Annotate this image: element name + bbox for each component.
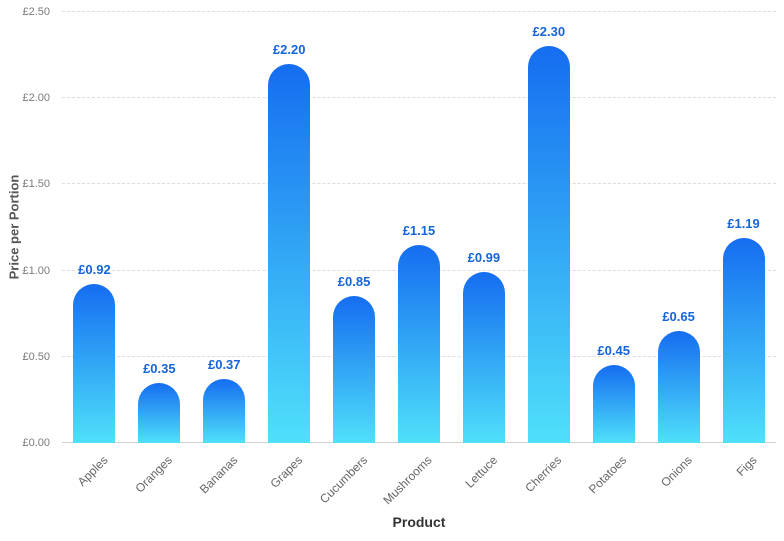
x-label-slot: Cherries <box>516 443 581 509</box>
x-tick-label: Grapes <box>267 453 306 491</box>
bar-value-label: £2.20 <box>272 41 306 57</box>
x-label-slot: Cucumbers <box>317 443 387 509</box>
x-tick-label: Onions <box>657 453 695 490</box>
bar-value-label: £0.92 <box>78 262 111 278</box>
bar-mushrooms[interactable] <box>397 244 440 443</box>
y-tick-label: £2.50 <box>22 6 50 18</box>
bar-value-label: £0.45 <box>597 343 630 359</box>
bar-value-label: £2.30 <box>532 24 566 40</box>
x-tick-label: Bananas <box>196 453 241 497</box>
bar-slot: £0.99 <box>451 12 516 443</box>
bar-slot: £0.85 <box>322 12 387 443</box>
y-axis-ticks: £0.00 £0.50 £1.00 £1.50 £2.00 £2.50 <box>0 6 56 449</box>
bar-potatoes[interactable] <box>592 365 635 443</box>
bar-slot: £1.19 <box>711 12 776 443</box>
bar-slot: £0.35 <box>127 12 192 443</box>
bar-slot: £0.92 <box>62 12 127 443</box>
bars: £0.92 £0.35 £0.37 £2.20 £0.85 £1.15 £0.99 £2.30… <box>62 12 776 443</box>
bar-value-label: £1.19 <box>727 215 760 231</box>
y-tick-label: £2.00 <box>22 92 50 105</box>
bar-value-label: £0.99 <box>467 250 501 266</box>
x-axis-labels: Apples Oranges Bananas Grapes Cucumbers Mushr… <box>62 443 776 509</box>
x-tick-label: Cucumbers <box>316 453 370 507</box>
x-axis-title: Product <box>392 514 446 530</box>
bar-slot: £2.30 <box>516 12 581 443</box>
bar-slot: £1.15 <box>387 12 452 443</box>
x-label-slot: Onions <box>646 443 711 509</box>
bar-value-label: £0.37 <box>207 357 241 373</box>
x-tick-label: Apples <box>74 453 111 489</box>
y-tick-label: £0.50 <box>22 350 50 363</box>
x-label-slot: Figs <box>711 443 776 509</box>
bar-figs[interactable] <box>722 237 765 443</box>
bar-cucumbers[interactable] <box>333 296 376 443</box>
bar-bananas[interactable] <box>203 379 246 443</box>
x-label-slot: Apples <box>62 443 127 509</box>
x-label-slot: Grapes <box>257 443 322 509</box>
x-label-slot: Oranges <box>127 443 192 509</box>
x-label-slot: Mushrooms <box>381 443 452 509</box>
bar-onions[interactable] <box>657 330 700 443</box>
x-label-slot: Bananas <box>192 443 257 509</box>
bar-value-label: £0.35 <box>143 360 176 376</box>
y-tick-label: £1.50 <box>22 178 50 191</box>
plot-area: £0.92 £0.35 £0.37 £2.20 £0.85 £1.15 £0.99 £2.30… <box>62 11 776 443</box>
bar-oranges[interactable] <box>138 382 181 443</box>
bar-value-label: £0.65 <box>662 308 695 324</box>
y-tick-label: £0.00 <box>22 437 50 449</box>
x-label-slot: Lettuce <box>451 443 516 509</box>
bar-slot: £0.45 <box>581 12 646 443</box>
y-tick-label: £1.00 <box>22 264 50 277</box>
bar-grapes[interactable] <box>268 63 311 443</box>
x-tick-label: Mushrooms <box>380 453 435 508</box>
bar-slot: £2.20 <box>257 12 322 443</box>
bar-slot: £0.65 <box>646 12 711 443</box>
x-tick-label: Figs <box>733 453 760 479</box>
bar-apples[interactable] <box>73 284 116 443</box>
bar-value-label: £1.15 <box>402 222 436 238</box>
bar-lettuce[interactable] <box>462 272 505 443</box>
x-tick-label: Potatoes <box>586 453 630 497</box>
x-tick-label: Oranges <box>132 453 176 496</box>
x-tick-label: Lettuce <box>462 453 500 491</box>
bar-slot: £0.37 <box>192 12 257 443</box>
bar-cherries[interactable] <box>527 46 570 443</box>
x-tick-label: Cherries <box>522 453 565 495</box>
bar-value-label: £0.85 <box>337 274 371 290</box>
x-label-slot: Potatoes <box>581 443 646 509</box>
